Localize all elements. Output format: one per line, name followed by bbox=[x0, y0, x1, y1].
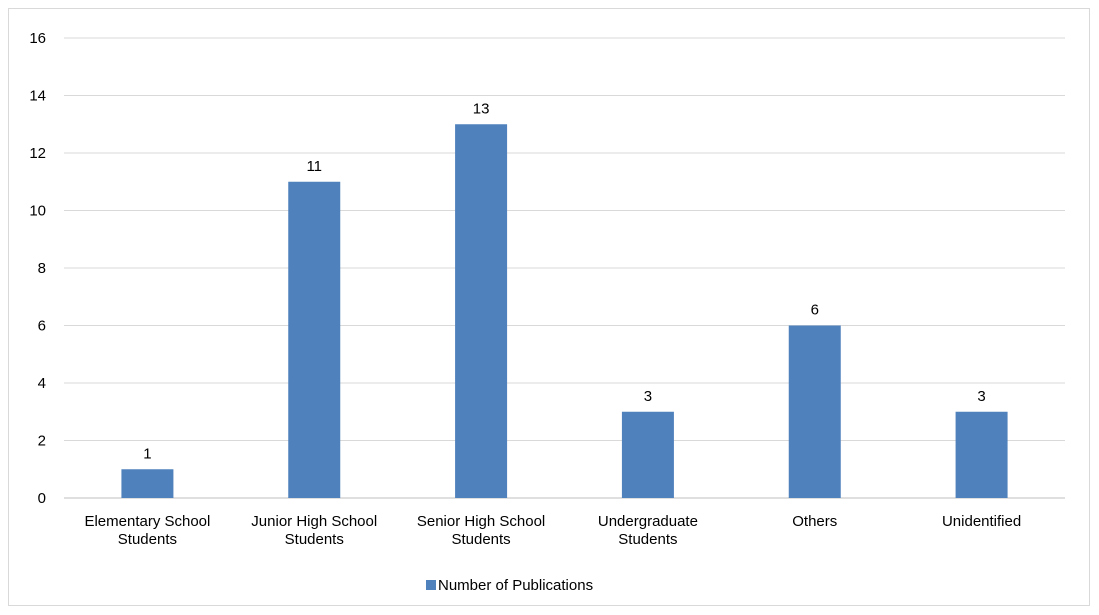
bar bbox=[288, 181, 341, 498]
x-tick-label: Undergraduate bbox=[598, 513, 698, 530]
data-label: 13 bbox=[473, 100, 490, 117]
x-tick-label: Unidentified bbox=[942, 513, 1021, 530]
data-label: 11 bbox=[306, 158, 322, 175]
bar bbox=[955, 411, 1008, 498]
chart-frame bbox=[8, 8, 1090, 606]
data-label: 1 bbox=[143, 445, 151, 462]
bar bbox=[621, 411, 674, 498]
y-tick-label: 8 bbox=[38, 260, 46, 277]
y-tick-label: 0 bbox=[38, 490, 46, 507]
data-label: 3 bbox=[644, 388, 652, 405]
x-tick-label: Students bbox=[451, 531, 510, 548]
bar bbox=[121, 469, 174, 498]
y-tick-label: 12 bbox=[29, 145, 46, 162]
y-tick-label: 6 bbox=[38, 318, 46, 335]
y-axis: 0 2 4 6 8 10 12 14 16 bbox=[29, 30, 46, 507]
x-tick-label: Students bbox=[118, 531, 177, 548]
legend-swatch bbox=[426, 580, 436, 590]
x-tick-label: Others bbox=[792, 513, 837, 530]
y-tick-label: 10 bbox=[29, 203, 46, 220]
y-tick-label: 16 bbox=[29, 30, 46, 47]
y-tick-label: 14 bbox=[29, 88, 46, 105]
legend-label: Number of Publications bbox=[438, 577, 593, 594]
x-tick-label: Students bbox=[618, 531, 677, 548]
x-tick-label: Elementary School bbox=[84, 513, 210, 530]
data-label: 3 bbox=[977, 388, 985, 405]
gridlines bbox=[64, 37, 1065, 499]
bar bbox=[455, 124, 508, 498]
y-tick-label: 4 bbox=[38, 375, 46, 392]
legend: Number of Publications bbox=[426, 577, 593, 594]
bars bbox=[121, 124, 1008, 498]
x-tick-label: Students bbox=[285, 531, 344, 548]
x-tick-label: Senior High School bbox=[417, 513, 545, 530]
data-label: 6 bbox=[811, 302, 819, 319]
y-tick-label: 2 bbox=[38, 433, 46, 450]
x-tick-label: Junior High School bbox=[251, 513, 377, 530]
bar bbox=[788, 325, 841, 498]
